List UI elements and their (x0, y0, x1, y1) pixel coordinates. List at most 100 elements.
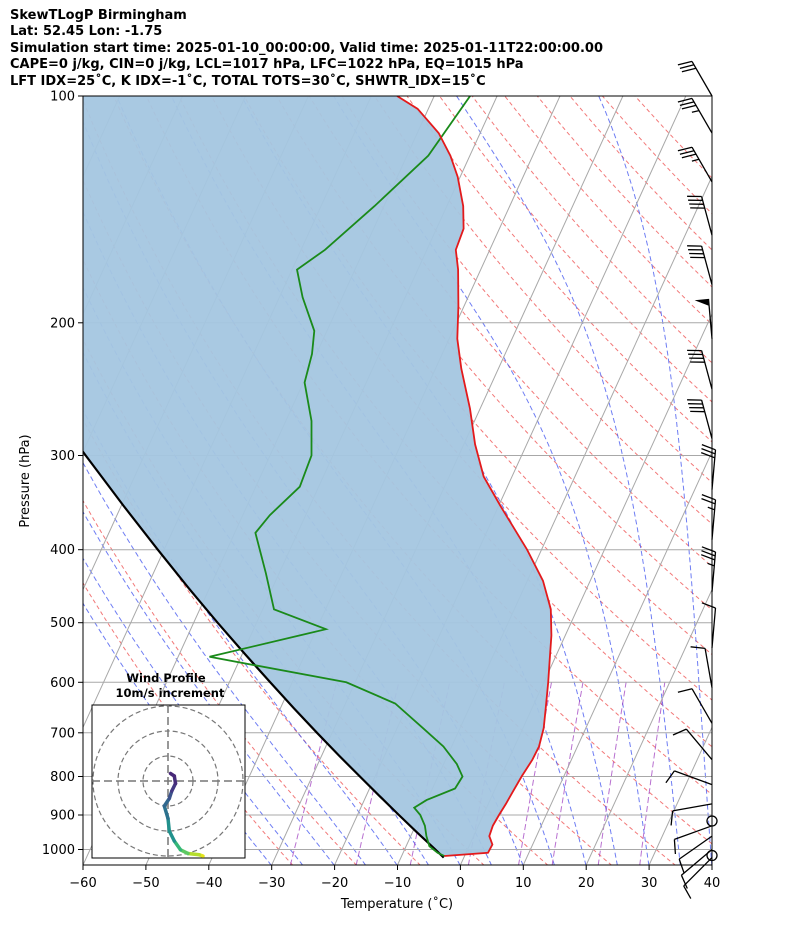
wind-barb (683, 857, 713, 899)
barb-full (677, 688, 693, 693)
barb-full (701, 546, 716, 553)
calm-circle (706, 849, 718, 862)
dry-adiabat (504, 96, 712, 326)
moist-adiabat (241, 96, 618, 865)
dry-adiabat (569, 96, 712, 251)
barb-staff (700, 196, 713, 236)
x-tick-label: 10 (515, 876, 532, 891)
barb-staff (674, 770, 713, 786)
isotherm (522, 450, 712, 865)
barb-full (701, 602, 716, 609)
dry-adiabat (373, 96, 712, 484)
cape-shading (83, 96, 552, 858)
mixing-ratio-line (551, 682, 584, 865)
hodograph-title: Wind Profile (126, 671, 206, 685)
barb-full (681, 104, 697, 110)
moist-adiabat (116, 96, 555, 865)
y-tick-label: 600 (50, 676, 75, 691)
barb-full (672, 728, 687, 736)
y-tick-label: 1000 (42, 843, 75, 858)
barb-staff (700, 399, 713, 439)
isotherm (711, 863, 712, 865)
barb-staff (711, 449, 717, 490)
wind-barb (701, 602, 717, 648)
barb-flag (694, 298, 710, 306)
wind-barb (687, 245, 713, 285)
x-tick-label: 20 (578, 876, 595, 891)
moist-adiabat (456, 96, 681, 865)
hodograph-plot (92, 705, 245, 858)
barb-staff (678, 835, 713, 860)
barb-full (680, 874, 688, 889)
mixing-ratio-line (639, 682, 666, 865)
barb-full (701, 443, 716, 451)
barb-full (701, 497, 716, 505)
barb-staff (700, 245, 713, 285)
isotherm (648, 726, 712, 865)
barb-staff (674, 825, 713, 841)
barb-staff (691, 61, 713, 97)
x-tick-label: −10 (384, 876, 411, 891)
barb-half (707, 562, 715, 567)
profile-layer (83, 96, 553, 859)
barb-full (679, 101, 695, 107)
barb-half (691, 158, 700, 162)
wind-barb (687, 195, 713, 236)
barb-full (690, 646, 706, 650)
dewpoint-line (209, 96, 471, 857)
barb-full (677, 60, 693, 66)
barb-half (691, 109, 700, 113)
barb-staff (683, 857, 713, 887)
x-axis-label: Temperature (˚C) (340, 896, 453, 912)
barb-staff (704, 648, 713, 688)
location-line: Lat: 52.45 Lon: -1.75 (10, 24, 163, 40)
barb-staff (711, 607, 717, 648)
moist-adiabat (83, 510, 335, 865)
dry-adiabat (211, 96, 712, 701)
wind-barb (665, 770, 713, 786)
wind-barb (700, 546, 717, 592)
wind-barb (677, 688, 713, 724)
barb-full (670, 810, 674, 826)
barb-full (677, 97, 693, 103)
barb-staff (685, 728, 713, 761)
moist-adiabat (333, 96, 650, 865)
x-tick-label: −60 (69, 876, 96, 891)
barb-full (679, 64, 695, 70)
y-tick-label: 200 (50, 316, 75, 331)
moist-adiabat (83, 461, 367, 865)
calm-circle (706, 815, 718, 827)
moist-adiabat (83, 557, 304, 865)
wind-barb (677, 97, 713, 134)
y-tick-label: 500 (50, 616, 75, 631)
barb-full (665, 770, 675, 784)
chart-header: SkewTLogP Birmingham Lat: 52.45 Lon: -1.… (10, 8, 780, 90)
x-tick-label: −20 (321, 876, 348, 891)
mixing-ratio-line (597, 682, 627, 865)
barb-full (678, 858, 685, 874)
dry-adiabat (83, 582, 294, 865)
cape-line: CAPE=0 j/kg, CIN=0 j/kg, LCL=1017 hPa, L… (10, 57, 524, 73)
y-tick-label: 900 (50, 809, 75, 824)
barb-full (683, 885, 692, 899)
parcel-path (83, 449, 445, 859)
barb-full (681, 153, 697, 159)
y-tick-label: 300 (50, 449, 75, 464)
y-tick-label: 800 (50, 770, 75, 785)
x-tick-label: 30 (641, 876, 658, 891)
temperature-line (396, 96, 553, 857)
wind-barb (677, 60, 713, 97)
barb-full (700, 451, 716, 459)
dry-adiabat (308, 96, 712, 568)
barb-full (681, 67, 697, 73)
wind-barb (678, 835, 713, 874)
wind-barb (700, 443, 717, 490)
y-axis-label: Pressure (hPa) (18, 434, 33, 527)
barb-staff (711, 551, 717, 592)
y-tick-label: 400 (50, 543, 75, 558)
wind-barb (701, 493, 717, 540)
barb-full (673, 839, 677, 855)
barb-full (701, 550, 716, 557)
wind-barbs (665, 60, 718, 899)
